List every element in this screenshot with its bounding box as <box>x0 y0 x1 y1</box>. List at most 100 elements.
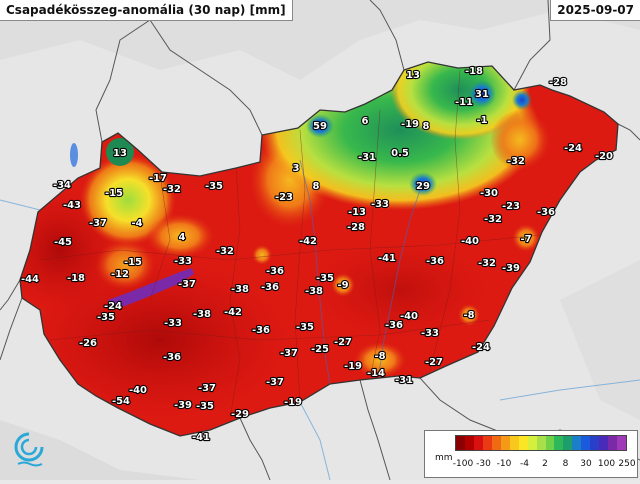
station-value: -38 <box>305 286 323 297</box>
station-values: 13 -18 -28 31-11-1 59 6 -19 8 -24 -20 13 -31 0.5 -32 3… <box>20 65 614 444</box>
station-value: 0.5 <box>391 148 409 159</box>
hungary-border <box>19 61 619 437</box>
station-value: 8 <box>423 121 430 132</box>
legend-tick-label: 100 <box>597 459 616 469</box>
legend-swatch <box>464 436 474 450</box>
station-value: -43 <box>63 200 81 211</box>
station-value: -8 <box>374 351 385 362</box>
station-value: -9 <box>337 280 348 291</box>
legend-tick-label: 30 <box>580 459 592 469</box>
legend-swatch <box>456 436 465 450</box>
legend-swatch <box>473 436 483 450</box>
legend-swatch <box>518 436 528 450</box>
station-value: -40 <box>129 385 147 396</box>
station-value: -19 <box>344 361 362 372</box>
station-value: -32 <box>507 156 525 167</box>
station-value: -24 <box>472 342 490 353</box>
station-value: -24 <box>564 143 582 154</box>
legend-swatch <box>527 436 537 450</box>
legend-swatch <box>563 436 573 450</box>
station-value: -11 <box>455 97 473 108</box>
station-value: -36 <box>266 266 284 277</box>
legend-swatch <box>581 436 591 450</box>
station-value: -12 <box>111 269 129 280</box>
station-value: -37 <box>178 279 196 290</box>
station-value: -36 <box>261 282 279 293</box>
station-value: -23 <box>275 192 293 203</box>
logo-icon <box>12 430 46 470</box>
station-value: -39 <box>174 400 192 411</box>
station-value: -36 <box>163 352 181 363</box>
station-value: -35 <box>296 322 314 333</box>
station-value: -40 <box>461 236 479 247</box>
station-value: -35 <box>97 312 115 323</box>
station-value: -27 <box>425 357 443 368</box>
station-value: -8 <box>463 310 474 321</box>
color-legend: mm -100 -30 -10 -4 2 8 30 100 250 <box>424 430 638 478</box>
legend-swatch <box>572 436 582 450</box>
station-value: -31 <box>358 152 376 163</box>
station-value: -4 <box>131 218 142 229</box>
station-value: -32 <box>478 258 496 269</box>
legend-tick-label: -100 <box>452 459 474 469</box>
station-value: -1 <box>476 115 487 126</box>
legend-swatch <box>608 436 618 450</box>
station-value: 13 <box>406 70 420 81</box>
station-value: 6 <box>362 116 369 127</box>
legend-swatch <box>590 436 600 450</box>
station-value: -25 <box>311 344 329 355</box>
station-value: -36 <box>426 256 444 267</box>
legend-tick-label: -10 <box>496 459 512 469</box>
station-value: -19 <box>401 119 419 130</box>
station-value: -18 <box>67 273 85 284</box>
map-title: Csapadékösszeg-anomália (30 nap) [mm] <box>0 0 293 21</box>
station-value: -42 <box>224 307 242 318</box>
legend-swatch <box>554 436 564 450</box>
legend-ticks: -100 -30 -10 -4 2 8 30 100 250 <box>449 459 636 471</box>
station-value: -14 <box>367 368 385 379</box>
legend-swatch <box>545 436 555 450</box>
station-value: -32 <box>216 246 234 257</box>
station-value: -28 <box>549 77 567 88</box>
station-value: -37 <box>280 348 298 359</box>
legend-tick-label: -30 <box>476 459 491 469</box>
legend-colorbar <box>455 435 627 451</box>
station-value: -36 <box>385 320 403 331</box>
station-value: -38 <box>231 284 249 295</box>
station-value: -13 <box>348 207 366 218</box>
station-value: -23 <box>502 201 520 212</box>
map-date: 2025-09-07 <box>550 0 640 21</box>
station-value: -36 <box>537 207 555 218</box>
legend-swatch <box>617 436 627 450</box>
station-value: -38 <box>193 309 211 320</box>
station-value: -26 <box>79 338 97 349</box>
station-value: -19 <box>284 397 302 408</box>
station-value: 8 <box>313 181 320 192</box>
station-value: -33 <box>164 318 182 329</box>
station-value: -41 <box>378 253 396 264</box>
station-value: -27 <box>334 337 352 348</box>
station-value: -28 <box>347 222 365 233</box>
legend-tick-label: -4 <box>520 459 529 469</box>
station-value: -34 <box>53 180 71 191</box>
station-value: 31 <box>475 89 489 100</box>
station-value: -29 <box>231 409 249 420</box>
legend-swatch <box>536 436 546 450</box>
station-value: -32 <box>163 184 181 195</box>
station-value: 4 <box>179 232 186 243</box>
station-value: -41 <box>192 432 210 443</box>
station-value: -30 <box>480 188 498 199</box>
station-value: -40 <box>400 311 418 322</box>
legend-tick-label: 8 <box>562 459 569 469</box>
station-value: 3 <box>293 163 300 174</box>
station-value: -31 <box>395 375 413 386</box>
station-value: 13 <box>113 148 127 159</box>
station-value: -32 <box>484 214 502 225</box>
station-value: -35 <box>196 401 214 412</box>
station-value: -24 <box>104 301 122 312</box>
station-value: -37 <box>198 383 216 394</box>
legend-swatch <box>500 436 510 450</box>
station-value: -35 <box>316 273 334 284</box>
legend-swatch <box>491 436 501 450</box>
